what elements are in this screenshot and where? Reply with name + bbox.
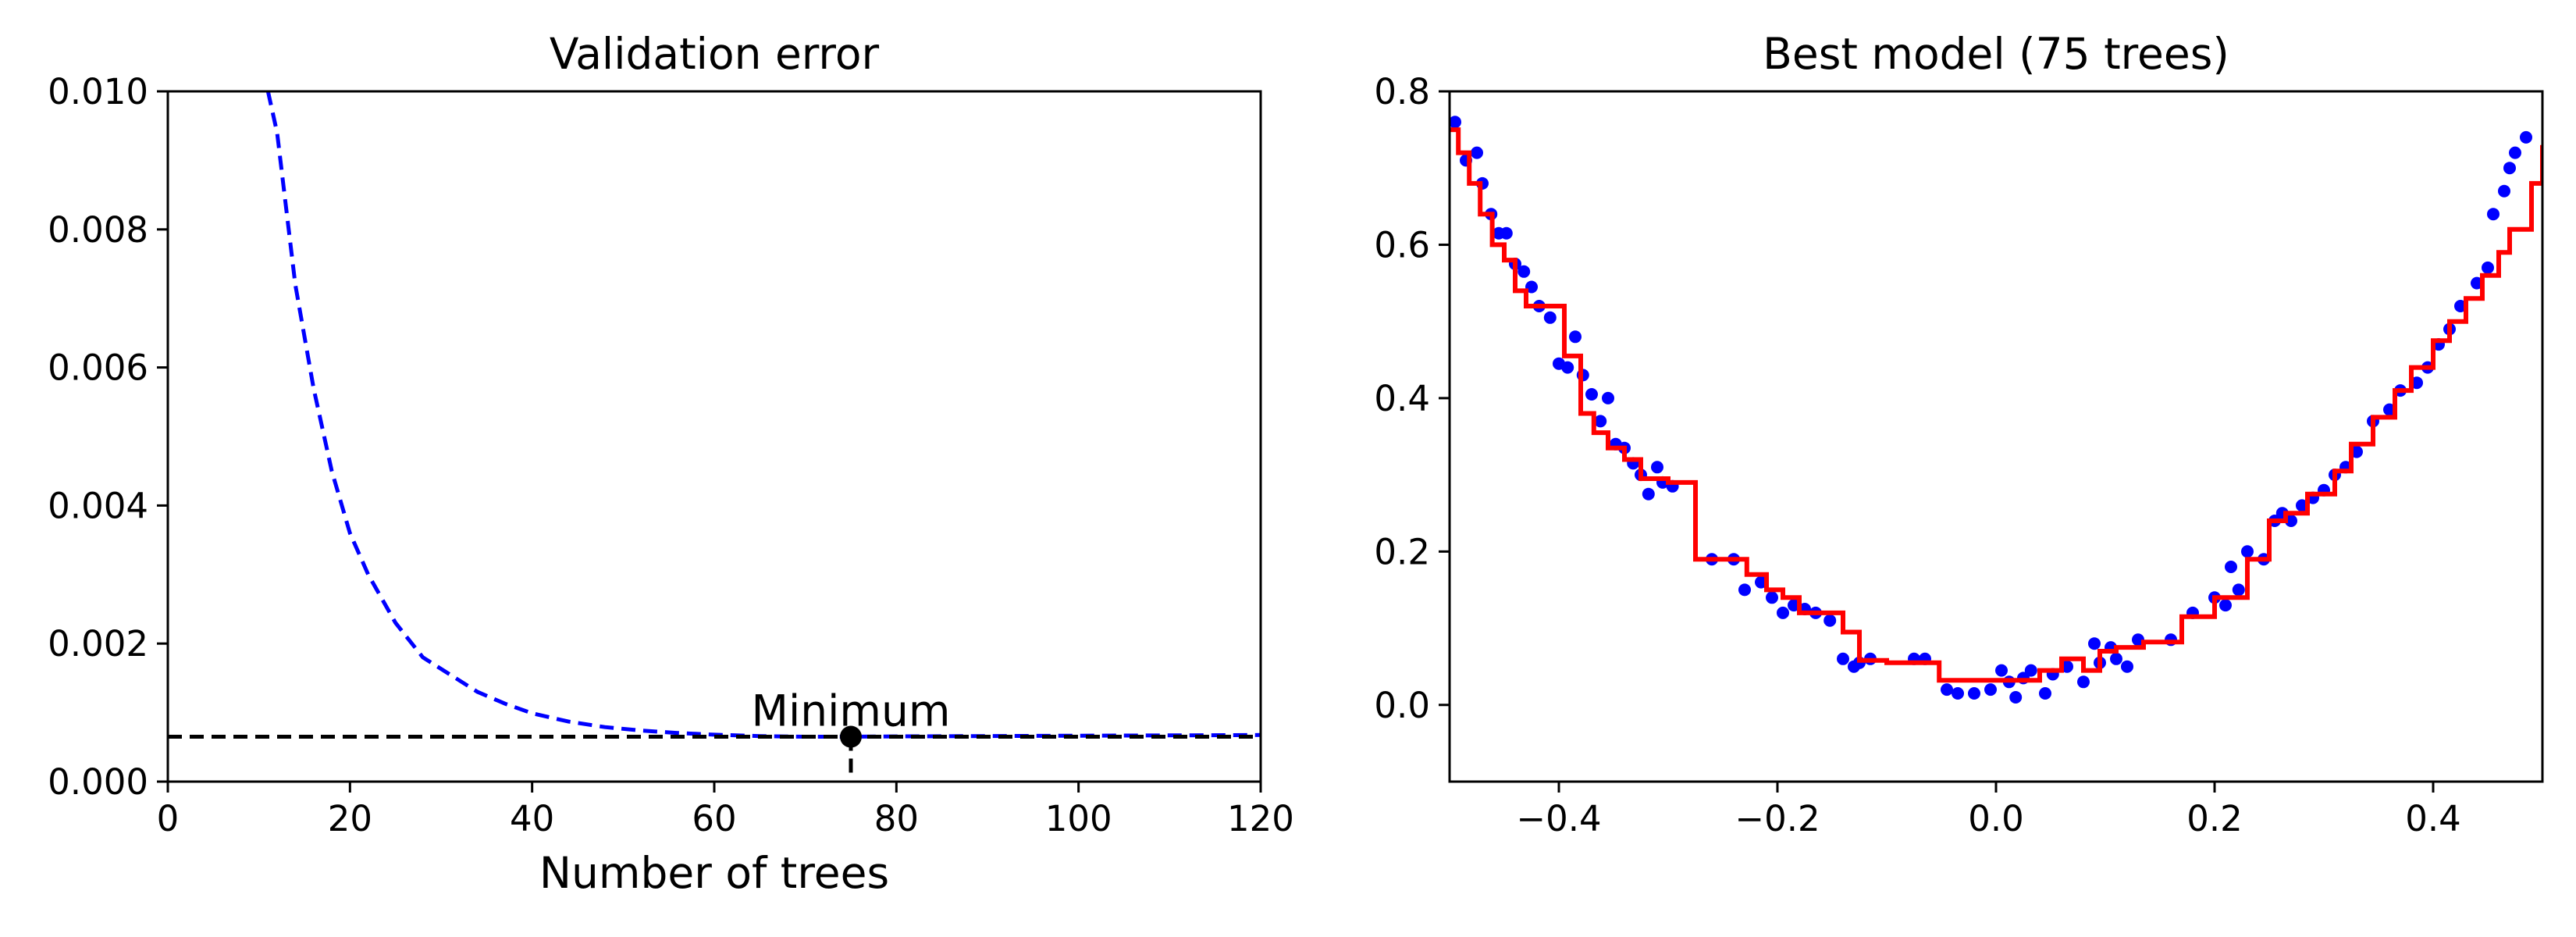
data-point [2503,162,2516,175]
y-tick-label: 0.4 [1374,378,1430,419]
data-point [1585,388,1598,401]
chart-title: Validation error [550,29,880,79]
x-tick-label: 80 [874,798,919,839]
y-tick-label: 0.000 [48,761,148,803]
data-point [1738,583,1751,597]
data-point [1561,361,1574,374]
chart-title: Best model (75 trees) [1763,29,2229,79]
data-point [2077,675,2090,689]
y-ticks: 0.000 0.002 0.004 0.006 0.008 0.010 [48,71,168,803]
data-point [1995,664,2008,677]
x-tick-label: 100 [1045,798,1112,839]
axes-frame [1448,90,2544,783]
x-tick-label: −0.4 [1516,798,1601,839]
data-point [1642,487,1655,501]
x-tick-label: −0.2 [1735,798,1820,839]
data-point [1952,687,1964,700]
x-axis-label: Number of trees [539,848,889,898]
y-tick-label: 0.008 [48,209,148,251]
best-model-chart: Best model (75 trees) −0.4 −0.2 0.0 0.2 0.4 … [1374,29,2544,839]
x-ticks: −0.4 −0.2 0.0 0.2 0.4 [1516,782,2461,839]
data-point [2482,261,2494,274]
x-tick-label: 40 [510,798,554,839]
y-tick-label: 0.2 [1374,531,1430,572]
y-tick-label: 0.8 [1374,71,1430,112]
minimum-label: Minimum [752,686,951,736]
data-point [1602,391,1614,404]
plot-area [1450,116,2542,704]
data-point [1941,683,1953,697]
minimum-point [840,725,862,748]
y-tick-label: 0.002 [48,623,148,664]
validation-error-chart: Validation error 0 20 40 60 80 100 120 0.0000.… [48,29,1294,898]
data-point [1651,461,1663,474]
data-point [1594,415,1607,428]
data-point [2225,561,2237,573]
x-tick-label: 60 [692,798,736,839]
data-point [1471,146,1483,159]
data-point [2121,660,2133,673]
data-point [2487,208,2500,221]
data-point [2088,637,2101,650]
data-point [2219,599,2232,612]
data-point [1968,687,1980,700]
x-tick-label: 0.2 [2186,798,2243,839]
data-point [1984,683,1997,697]
data-point [2009,691,2023,704]
data-point [2241,545,2254,558]
y-tick-label: 0.006 [48,347,148,389]
data-point [1766,591,1778,604]
y-tick-label: 0.0 [1374,685,1430,726]
data-point [2110,652,2122,665]
y-tick-label: 0.010 [48,71,148,112]
x-tick-label: 0 [157,798,180,839]
prediction-step-line [1450,127,2542,683]
x-tick-label: 20 [328,798,372,839]
x-tick-label: 0.4 [2405,798,2461,839]
data-point [2520,130,2532,144]
data-point [1517,265,1531,278]
axes-frame [166,90,1262,783]
data-point [1450,116,1461,129]
y-tick-label: 0.6 [1374,224,1430,265]
validation-error-line [265,91,1261,739]
y-ticks: 0.0 0.2 0.4 0.6 0.8 [1374,71,1450,726]
x-tick-label: 0.0 [1968,798,2024,839]
plot-area [168,91,1261,782]
data-point [2232,583,2245,597]
data-point [1823,614,1837,627]
data-point [1569,330,1582,344]
data-point [1543,311,1557,324]
y-tick-label: 0.004 [48,485,148,526]
x-tick-label: 120 [1227,798,1294,839]
data-point [2039,687,2051,700]
data-point [1837,652,1849,665]
data-point [1777,606,1789,619]
data-point [2024,664,2037,677]
x-ticks: 0 20 40 60 80 100 120 [157,782,1294,839]
data-point [2509,146,2521,159]
data-point [2498,184,2510,198]
data-point [1500,226,1513,240]
